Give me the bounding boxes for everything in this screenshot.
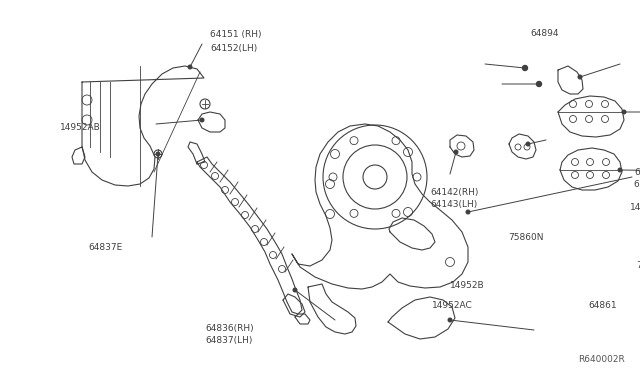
Text: 64142(RH): 64142(RH) (430, 187, 478, 196)
Text: R640002R: R640002R (579, 355, 625, 364)
Circle shape (188, 65, 192, 69)
Circle shape (454, 150, 458, 154)
Text: 64836(RH): 64836(RH) (205, 324, 253, 333)
Text: 75860N: 75860N (508, 234, 543, 243)
Text: 64837E: 64837E (88, 244, 122, 253)
Circle shape (536, 81, 541, 87)
Text: 75860NA: 75860NA (636, 260, 640, 269)
Text: 14952B: 14952B (450, 280, 484, 289)
Text: 64143(LH): 64143(LH) (430, 201, 477, 209)
Circle shape (526, 142, 530, 146)
Text: 64894: 64894 (530, 29, 559, 38)
Circle shape (578, 75, 582, 79)
Text: 14952AB: 14952AB (60, 124, 100, 132)
Text: 64837(LH): 64837(LH) (205, 336, 252, 344)
Text: 64101 (LH): 64101 (LH) (634, 180, 640, 189)
Text: 64100(RH): 64100(RH) (634, 167, 640, 176)
Circle shape (622, 110, 626, 114)
Circle shape (448, 318, 452, 322)
Circle shape (537, 82, 541, 86)
Text: 64861: 64861 (588, 301, 616, 310)
Circle shape (200, 118, 204, 122)
Text: 64151 (RH): 64151 (RH) (210, 31, 262, 39)
Text: 14952A: 14952A (630, 203, 640, 212)
Text: 64152(LH): 64152(LH) (210, 44, 257, 52)
Circle shape (293, 288, 297, 292)
Circle shape (618, 168, 622, 172)
Circle shape (466, 210, 470, 214)
Circle shape (524, 66, 527, 70)
Text: 14952AC: 14952AC (432, 301, 473, 310)
Circle shape (522, 65, 527, 71)
Circle shape (156, 152, 160, 156)
